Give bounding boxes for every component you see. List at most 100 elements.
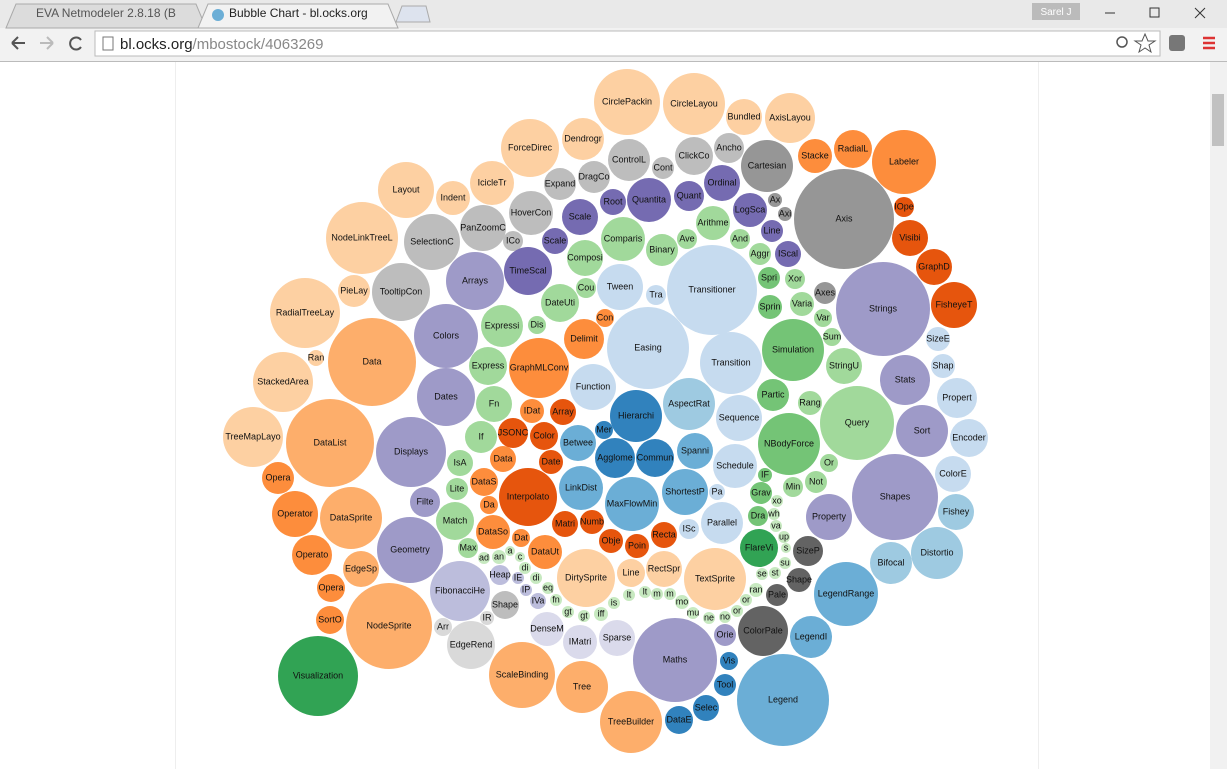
bubble-label: va xyxy=(771,520,781,530)
bubble xyxy=(596,309,614,327)
bubble-label: TooltipCon xyxy=(380,286,423,296)
restore[interactable] xyxy=(1149,7,1160,18)
bubble-label: GraphMLConv xyxy=(510,362,569,372)
bubble-label: Tra xyxy=(649,289,662,299)
forward[interactable] xyxy=(40,36,54,50)
user-badge[interactable] xyxy=(1032,3,1080,20)
bubble xyxy=(696,206,730,240)
bubble xyxy=(520,399,544,423)
bubble-label: JSONC xyxy=(498,427,529,437)
bubble-label: Quantita xyxy=(632,194,666,204)
bubble-label: Axis xyxy=(835,213,853,223)
bubble-label: m xyxy=(666,588,674,598)
bubble-label: Arr xyxy=(437,621,449,631)
bookmark-star[interactable] xyxy=(1133,32,1157,54)
bubble xyxy=(740,529,778,567)
bubble-label: Numb xyxy=(580,516,604,526)
bubble-label: MaxFlowMin xyxy=(607,498,658,508)
bubble-label: Pale xyxy=(768,589,786,599)
bubble-label: Spri xyxy=(761,272,777,282)
bubble xyxy=(750,482,772,504)
bubble xyxy=(492,550,506,564)
bubble xyxy=(836,262,930,356)
bubble-label: ISc xyxy=(682,523,696,533)
bubble-label: or xyxy=(742,594,750,604)
bubble xyxy=(469,347,507,385)
extension[interactable] xyxy=(1169,35,1185,51)
tab-title: EVA Netmodeler 2.8.18 (B xyxy=(36,6,176,20)
bubble-label: Line xyxy=(622,567,639,577)
bubble-label: Visualization xyxy=(293,670,343,680)
close[interactable] xyxy=(1194,7,1206,19)
bubble xyxy=(253,352,313,412)
bubble xyxy=(646,551,682,587)
bubble-label: Max xyxy=(459,542,477,552)
bubble xyxy=(605,477,659,531)
bubble-label: Vis xyxy=(723,655,736,665)
bubble-label: Expressi xyxy=(485,320,520,330)
bubble xyxy=(852,454,938,540)
bubble-label: SizeP xyxy=(796,545,820,555)
bubble-label: Ordinal xyxy=(707,177,736,187)
tab[interactable] xyxy=(5,3,207,29)
bubble xyxy=(663,378,715,430)
bubble xyxy=(749,583,763,597)
bubble xyxy=(446,252,504,310)
bubble xyxy=(478,552,490,564)
bubble xyxy=(730,229,750,249)
bubble-chart: CirclePackin CircleLayou Bundled AxisLayou D… xyxy=(223,69,988,753)
bubble xyxy=(465,421,497,453)
bubble-label: PanZoomC xyxy=(460,222,506,232)
bubble xyxy=(599,529,623,553)
bubble xyxy=(667,245,757,335)
bubble xyxy=(417,368,475,426)
bubble-label: StackedArea xyxy=(257,376,309,386)
bubble-label: Encoder xyxy=(952,432,986,442)
bubble xyxy=(564,319,604,359)
bubble-label: Obje xyxy=(601,535,620,545)
bubble-label: fn xyxy=(552,594,560,604)
bubble-label: Bifocal xyxy=(877,557,904,567)
bubble-label: Displays xyxy=(394,446,429,456)
bubble xyxy=(278,636,358,716)
bubble-label: m xyxy=(653,588,661,598)
bubble-label: Dat xyxy=(514,532,529,542)
bubble-label: lt xyxy=(627,589,632,599)
bubble-label: If xyxy=(478,431,484,441)
bubble xyxy=(938,494,974,530)
bubble xyxy=(646,234,678,266)
bubble xyxy=(757,379,789,411)
zoom-icon[interactable] xyxy=(1116,36,1128,48)
bubble xyxy=(480,496,498,514)
bubble xyxy=(595,421,613,439)
scroll-thumb[interactable] xyxy=(1212,94,1224,146)
bubble xyxy=(578,610,590,622)
bubble xyxy=(509,338,569,398)
bubble xyxy=(559,466,603,510)
bubble-label: TreeMapLayo xyxy=(225,431,280,441)
bubble-label: Tool xyxy=(717,679,734,689)
bubble-label: NBodyForce xyxy=(764,438,814,448)
bubble-label: LinkDist xyxy=(565,482,598,492)
bubble xyxy=(292,535,332,575)
bubble xyxy=(627,178,671,222)
bubble xyxy=(308,350,324,366)
bubble xyxy=(378,162,434,218)
scrollbar[interactable] xyxy=(1210,62,1227,769)
bubble xyxy=(326,202,398,274)
bubble-label: Orie xyxy=(716,629,733,639)
menu[interactable] xyxy=(1203,36,1215,50)
new-tab[interactable] xyxy=(395,5,431,23)
bubble-label: Rang xyxy=(799,397,821,407)
bubble xyxy=(436,181,470,215)
reload[interactable] xyxy=(69,36,82,51)
bubble-label: EdgeRend xyxy=(450,639,493,649)
bubble-label: And xyxy=(732,233,748,243)
bubble-label: Simulation xyxy=(772,344,814,354)
address-bar[interactable] xyxy=(94,30,1161,57)
tab[interactable] xyxy=(197,3,399,29)
bubble-label: su xyxy=(780,557,790,567)
bubble xyxy=(741,140,793,192)
bubble xyxy=(646,285,666,305)
back[interactable] xyxy=(11,36,25,50)
